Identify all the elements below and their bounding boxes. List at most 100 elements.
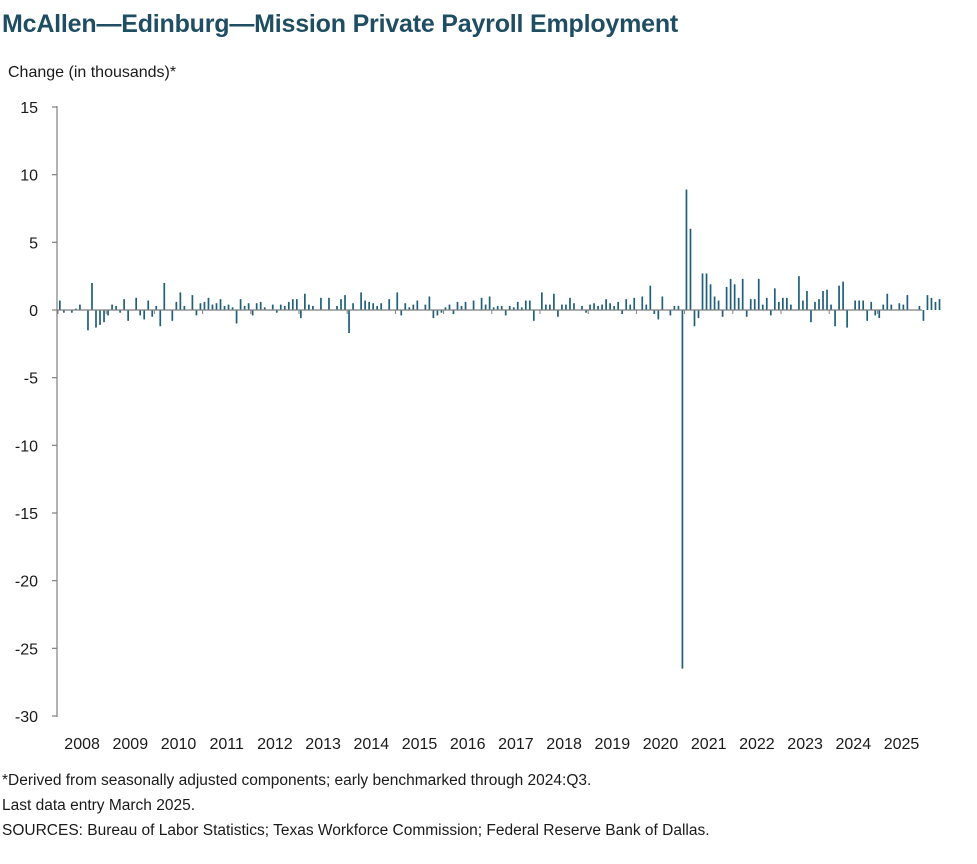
y-tick-label: -20 <box>15 574 38 591</box>
bar <box>609 303 611 310</box>
x-tick-label: 2012 <box>257 736 293 753</box>
y-tick-label: -5 <box>24 371 38 388</box>
bar <box>725 286 728 310</box>
x-tick-label: 2025 <box>884 736 920 753</box>
bar <box>452 310 455 315</box>
bar <box>348 310 350 334</box>
chart-title: McAllen—Edinburg—Mission Private Payroll… <box>2 10 679 38</box>
bar <box>818 299 820 310</box>
axes-group: 15 10 5 0 -5 -10 -15 -20 -25 -30 2008 2009 2010 2011 2… <box>15 100 922 753</box>
bar <box>63 310 65 313</box>
bar-chart: 15 10 5 0 -5 -10 -15 -20 -25 -30 2008 2009 2010 2011 2… <box>15 100 941 753</box>
bar <box>528 300 531 310</box>
bar <box>364 300 366 310</box>
x-tick-label: 2011 <box>209 736 244 753</box>
bar <box>669 310 672 316</box>
bar <box>480 297 483 310</box>
bar <box>412 304 415 310</box>
bars-group <box>59 189 941 669</box>
bar <box>753 299 756 310</box>
bar <box>59 300 61 310</box>
bar <box>219 299 222 310</box>
bar <box>605 299 607 310</box>
bar <box>581 305 583 310</box>
bar <box>842 281 844 310</box>
bar <box>890 304 893 310</box>
bar <box>866 310 869 321</box>
bar <box>211 304 214 310</box>
bar <box>733 284 736 310</box>
bar <box>902 304 905 310</box>
bar <box>139 310 142 316</box>
bar <box>838 285 840 310</box>
bar <box>641 296 644 310</box>
bar <box>532 310 535 321</box>
bar <box>123 299 125 310</box>
bar <box>693 310 696 327</box>
bar <box>573 303 575 310</box>
bar <box>589 304 591 310</box>
bar <box>749 299 752 310</box>
bar <box>934 301 937 310</box>
bar <box>79 304 81 310</box>
bar <box>227 304 230 310</box>
bar <box>846 310 848 328</box>
bar <box>207 297 210 310</box>
bar <box>484 304 487 310</box>
bar <box>287 301 290 310</box>
bar <box>798 276 800 310</box>
bar <box>199 303 202 310</box>
bar <box>862 300 865 310</box>
bar <box>171 310 174 321</box>
bar <box>689 228 692 310</box>
bar <box>922 310 925 321</box>
x-tick-label: 2008 <box>64 736 100 753</box>
bar <box>320 297 322 310</box>
bar <box>368 301 370 310</box>
x-tick-label: 2021 <box>691 736 727 753</box>
x-tick-label: 2014 <box>354 736 390 753</box>
bar <box>111 304 113 310</box>
bar <box>810 310 812 323</box>
x-tick-label: 2024 <box>836 736 872 753</box>
bar <box>404 303 407 310</box>
bar <box>673 305 676 310</box>
bar <box>629 304 632 310</box>
bar <box>147 300 150 310</box>
chart-notes: *Derived from seasonally adjusted compon… <box>2 768 710 843</box>
bar <box>508 305 511 310</box>
bar <box>87 310 89 331</box>
bar <box>777 301 780 310</box>
bar <box>448 304 451 310</box>
bar <box>275 310 278 313</box>
bar <box>95 310 97 328</box>
bar <box>834 310 836 327</box>
bar <box>569 297 571 310</box>
bar <box>255 303 258 310</box>
bar <box>516 301 519 310</box>
bar <box>203 301 206 310</box>
bar <box>830 304 832 310</box>
bar <box>814 301 816 310</box>
bar <box>926 295 929 310</box>
bar <box>464 301 467 310</box>
bar <box>649 285 652 310</box>
bar <box>822 291 824 310</box>
sources: SOURCES: Bureau of Labor Statistics; Tex… <box>2 822 710 839</box>
bar <box>308 304 310 310</box>
x-tick-label: 2013 <box>305 736 341 753</box>
bar <box>416 300 419 310</box>
bar <box>553 293 555 310</box>
bar <box>143 310 146 320</box>
bar <box>263 307 266 310</box>
bar <box>304 293 306 310</box>
bar <box>886 293 889 310</box>
bar <box>520 307 523 310</box>
bar <box>183 305 186 310</box>
bar <box>352 303 354 310</box>
bar <box>460 305 463 310</box>
bar <box>806 291 808 310</box>
y-tick-label: -30 <box>15 709 38 726</box>
bar <box>557 310 559 317</box>
bar <box>541 292 543 310</box>
